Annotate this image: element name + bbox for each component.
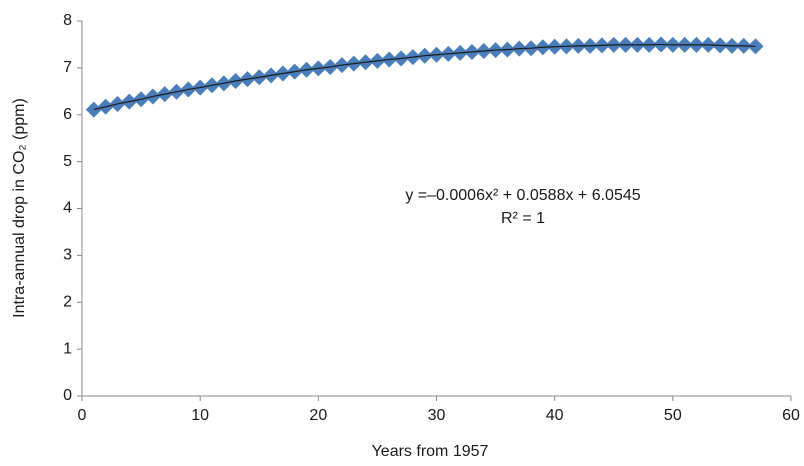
y-tick-label: 2 bbox=[63, 293, 72, 310]
y-tick-label: 1 bbox=[63, 340, 72, 357]
y-tick-label: 4 bbox=[63, 200, 72, 217]
y-tick-label: 5 bbox=[63, 153, 72, 170]
x-tick-label: 20 bbox=[309, 407, 327, 424]
y-tick-label: 0 bbox=[63, 387, 72, 404]
x-tick-label: 30 bbox=[428, 407, 446, 424]
y-tick-label: 3 bbox=[63, 247, 72, 264]
equation-annotation: y =–0.0006x² + 0.0588x + 6.0545 bbox=[405, 187, 640, 204]
x-tick-label: 0 bbox=[78, 407, 87, 424]
trendline bbox=[93, 43, 756, 111]
y-tick-label: 6 bbox=[63, 106, 72, 123]
x-tick-label: 40 bbox=[546, 407, 564, 424]
x-tick-label: 60 bbox=[782, 407, 800, 424]
y-tick-label: 8 bbox=[63, 12, 72, 29]
r-squared-annotation: R² = 1 bbox=[501, 210, 545, 227]
x-tick-label: 10 bbox=[191, 407, 209, 424]
x-tick-label: 50 bbox=[664, 407, 682, 424]
x-axis-label: Years from 1957 bbox=[372, 443, 489, 460]
y-tick-label: 7 bbox=[63, 59, 72, 76]
y-axis-label: Intra-annual drop in CO₂ (ppm) bbox=[11, 98, 28, 318]
